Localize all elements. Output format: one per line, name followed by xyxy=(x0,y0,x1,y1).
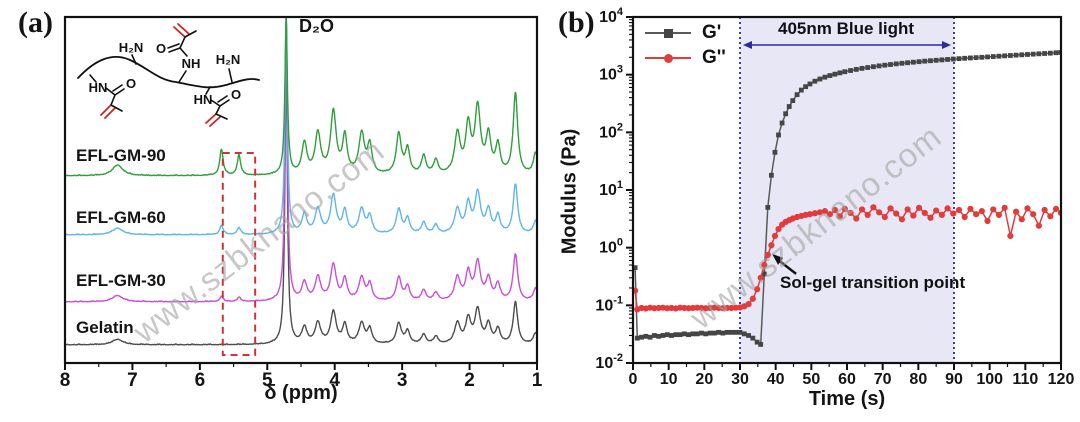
sol-gel-annotation: Sol-gel transition point xyxy=(780,273,966,292)
structure-label-nh-top: NH xyxy=(182,56,201,71)
trace-label-efl-gm-90: EFL-GM-90 xyxy=(76,146,166,165)
svg-text:20: 20 xyxy=(695,371,713,388)
svg-text:90: 90 xyxy=(945,371,963,388)
svg-text:3: 3 xyxy=(397,370,408,391)
svg-text:103: 103 xyxy=(599,64,623,84)
trace-label-efl-gm-30: EFL-GM-30 xyxy=(76,271,166,290)
x-axis-label-ppm: δ (ppm) xyxy=(264,382,338,404)
panel-a-letter: (a) xyxy=(18,6,53,39)
chemical-structure-inset: H₂N NH O H₂N HN O xyxy=(77,23,260,127)
polymer-backbone xyxy=(77,56,260,89)
legend-label-g-double-prime: G'' xyxy=(702,47,726,68)
structure-label-o-right: O xyxy=(231,87,241,102)
legend-label-g-prime: G' xyxy=(702,22,722,43)
structure-label-o-top: O xyxy=(156,41,166,56)
svg-text:10: 10 xyxy=(660,371,678,388)
panel-b-letter: (b) xyxy=(558,6,595,39)
svg-text:110: 110 xyxy=(1012,371,1038,388)
legend-item-g-prime: G' xyxy=(645,22,726,44)
structure-label-amine2: H₂N xyxy=(216,52,241,67)
svg-text:10-1: 10-1 xyxy=(595,294,623,314)
svg-text:102: 102 xyxy=(599,121,623,141)
svg-text:60: 60 xyxy=(838,371,856,388)
d2o-peak-label: D₂O xyxy=(299,16,334,36)
svg-text:120: 120 xyxy=(1048,371,1075,388)
blue-light-region-label: 405nm Blue light xyxy=(777,19,915,38)
svg-text:8: 8 xyxy=(60,370,71,391)
svg-text:4: 4 xyxy=(329,370,340,391)
svg-text:10-2: 10-2 xyxy=(595,352,623,372)
svg-text:2: 2 xyxy=(464,370,475,391)
legend: G' G'' xyxy=(645,22,726,69)
g-double-prime-circle-marker-icon xyxy=(664,54,673,63)
structure-label-amine1: H₂N xyxy=(119,40,144,55)
svg-text:1: 1 xyxy=(532,370,543,391)
svg-text:80: 80 xyxy=(909,371,927,388)
trace-label-gelatin: Gelatin xyxy=(76,318,134,337)
svg-text:6: 6 xyxy=(195,370,206,391)
legend-item-g-double-prime: G'' xyxy=(645,47,726,69)
svg-text:101: 101 xyxy=(599,179,623,199)
svg-text:30: 30 xyxy=(731,371,749,388)
svg-text:70: 70 xyxy=(874,371,892,388)
svg-text:100: 100 xyxy=(976,371,1003,388)
svg-text:104: 104 xyxy=(599,6,624,26)
svg-text:7: 7 xyxy=(127,370,138,391)
structure-label-o-left: O xyxy=(126,76,136,91)
svg-text:100: 100 xyxy=(599,237,623,257)
svg-text:5: 5 xyxy=(262,370,273,391)
svg-text:40: 40 xyxy=(767,371,785,388)
svg-text:50: 50 xyxy=(802,371,820,388)
svg-text:0: 0 xyxy=(629,371,638,388)
structure-label-hn-right: HN xyxy=(194,92,213,107)
x-axis-label-time: Time (s) xyxy=(808,388,886,410)
trace-label-efl-gm-60: EFL-GM-60 xyxy=(76,208,166,227)
g-prime-line-swatch xyxy=(645,29,691,38)
g-double-prime-line-swatch xyxy=(645,54,691,63)
y-axis-label-modulus: Modulus (Pa) xyxy=(558,128,581,255)
structure-label-hn-left: HN xyxy=(89,80,108,95)
g-prime-square-marker-icon xyxy=(664,29,673,38)
